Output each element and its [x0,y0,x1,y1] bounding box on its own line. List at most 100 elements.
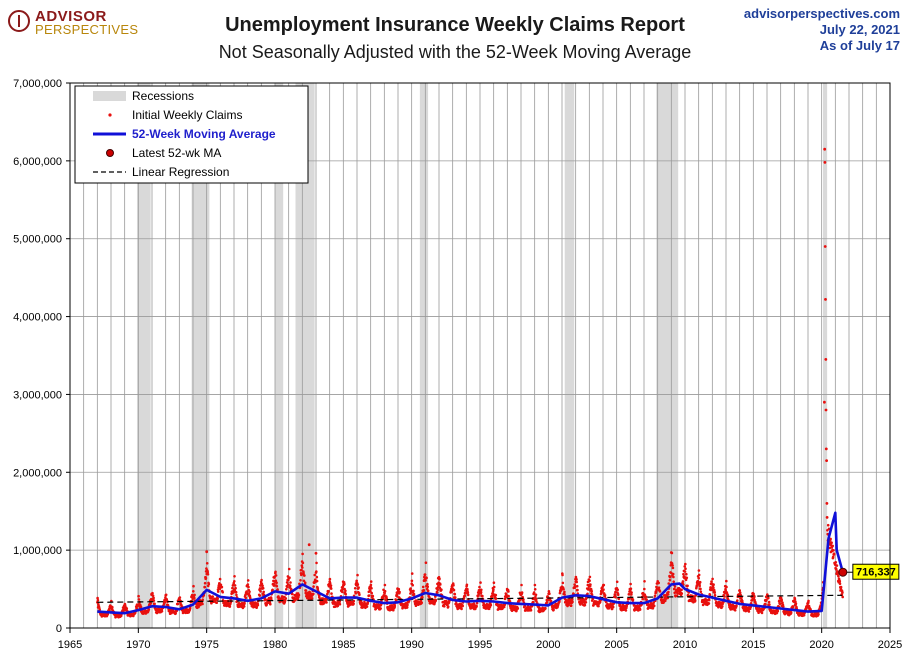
claims-point [629,582,632,586]
claims-point [379,607,383,610]
x-tick-label: 1965 [58,639,82,651]
claims-point [685,572,688,576]
claims-spike-point [825,516,829,519]
claims-point [561,573,564,577]
claims-point [466,587,469,591]
claims-point [643,593,647,596]
claims-point [630,591,633,594]
as-of-date: As of July 17 [819,38,900,53]
claims-point [831,555,835,559]
claims-point [481,594,484,598]
claims-point [258,594,262,597]
claims-point [534,595,537,599]
claims-point [207,582,211,586]
claims-point [697,573,701,577]
claims-point [684,562,687,566]
claims-point [438,577,441,581]
claims-point [735,604,738,608]
claims-point [831,544,834,548]
claims-point [723,595,726,598]
claims-point [711,588,714,592]
logo-mark-icon [8,10,30,32]
claims-point [221,590,224,594]
claims-point [563,593,566,596]
claims-point [570,598,574,601]
claims-point [283,599,287,602]
claims-point [233,580,236,583]
claims-point [216,590,220,593]
claims-point [465,583,469,587]
claims-point [301,561,305,565]
claims-point [817,613,820,616]
claims-point [740,596,743,599]
recession-band-1 [191,83,210,628]
claims-point [624,609,628,612]
claims-point [680,592,684,595]
claims-point [839,585,843,589]
claims-point [235,593,238,597]
x-tick-label: 1975 [194,639,218,651]
claims-point [760,611,764,615]
claims-point [653,594,657,598]
claims-point [370,587,373,590]
claims-point [522,598,525,601]
claims-point [270,597,273,601]
claims-point [310,597,314,600]
claims-point [765,598,768,602]
claims-point [421,585,425,589]
claims-point [826,523,830,527]
claims-point [629,587,633,590]
claims-point [590,589,593,593]
claims-point [234,586,237,590]
moving-average [97,511,845,615]
claims-point [475,601,479,605]
claims-point [713,591,716,594]
claims-point [561,581,565,585]
legend-latest-swatch [106,149,114,157]
claims-point [668,578,672,582]
linear-regression [97,594,843,603]
claims-point [422,588,426,592]
claims-point [231,586,234,590]
claims-point [666,593,670,596]
claims-point [573,583,576,586]
claims-point [643,587,646,591]
x-tick-label: 1985 [331,639,355,651]
claims-point [272,583,276,586]
recession-band-2 [275,83,284,628]
claims-point [685,576,689,580]
claims-point [741,599,744,603]
claims-point [96,598,100,602]
claims-point [414,604,418,607]
claims-point [832,549,835,552]
claims-point [426,585,430,588]
claims-point [216,597,219,600]
claims-point [420,601,424,604]
claims-point [707,598,711,602]
claims-point [410,579,414,583]
claims-point [630,593,633,596]
claims-point [475,604,478,608]
claims-point [738,591,742,594]
claims-point [794,602,798,605]
legend-latest-label: Latest 52-wk MA [132,146,221,160]
claims-point [615,580,619,584]
claims-point [834,561,838,564]
claims-point [523,604,527,608]
claims-point [686,584,689,588]
claims-point [288,584,292,588]
claims-point [96,596,99,600]
claims-point [724,589,727,592]
claims-point [683,570,687,573]
claims-point [699,590,703,593]
claims-point [312,585,315,588]
claims-point [654,590,658,593]
claims-point [341,588,344,591]
claims-point [285,581,289,584]
claims-point [807,599,810,603]
claims-point [658,590,662,593]
claims-point [684,578,688,582]
claims-point [355,579,359,583]
claims-point [490,595,494,599]
y-tick-label: 0 [56,623,62,635]
